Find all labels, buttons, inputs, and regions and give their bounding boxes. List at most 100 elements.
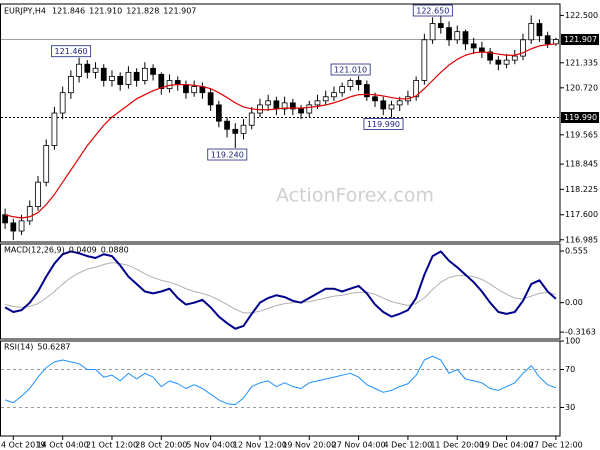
candle-body [363,84,370,98]
candle-body [520,39,526,57]
candle-body [92,67,99,73]
candle-body [248,112,255,126]
readout: 121.907 [163,7,196,16]
candle-body [18,220,25,232]
y-tick-label: 100 [565,337,580,346]
y-tick-label: 0.00 [565,298,583,307]
candle-body [544,35,551,45]
x-tick-label: 5 Nov 04:00 [186,441,235,450]
candle-body [495,59,502,65]
panel-frame [0,340,561,437]
annotation-label: 121.010 [334,66,367,75]
candle-body [273,100,280,110]
candle-body [487,51,493,61]
candle-body [322,96,329,102]
candle-body [191,86,198,94]
candle-body [133,71,140,81]
candle-body [183,84,189,94]
candle-body [43,145,50,183]
y-tick-label: 122.500 [565,11,598,20]
readout: 121.910 [89,7,122,16]
chart-title: EURJPY,H4 [4,7,46,16]
readout: 121.828 [126,7,159,16]
moving-average [4,43,556,219]
readout: 0.0409 [69,246,97,255]
candle-body [421,39,428,81]
x-tick-label: 14 Oct 04:00 [37,441,89,450]
readout: 121.846 [52,7,85,16]
candle-body [109,76,115,81]
y-tick-label: 120.720 [565,83,598,92]
candle-body [166,80,173,90]
x-tick-label: 4 Oct 2019 [1,441,45,450]
price-box [561,34,599,46]
candle-body [232,128,239,134]
x-tick-label: 11 Dec 20:00 [430,441,484,450]
price-box [561,112,599,124]
candle-body [26,206,33,222]
indicator-title: MACD(12,26,9) [4,246,65,255]
y-tick-label: 119.565 [565,130,598,139]
candle-body [240,124,247,134]
candle-body [281,102,288,110]
annotation-label: 119.990 [367,120,400,129]
candle-body [207,92,214,106]
price-box-label: 121.907 [564,35,597,44]
candle-body [150,67,156,75]
y-tick-label: 70 [565,365,575,374]
candle-body [396,100,403,106]
candle-body [380,100,387,110]
y-tick-label: -0.3163 [565,328,596,337]
candle-body [59,92,66,114]
candle-body [437,23,444,28]
candle-body [125,71,132,85]
x-tick-label: 21 Oct 12:00 [86,441,138,450]
indicator-title: RSI(14) [4,343,33,352]
candle-body [257,104,263,114]
candle-body [306,104,313,114]
candle-body [388,104,395,110]
candle-body [511,55,518,61]
x-tick-label: 4 Dec 12:00 [384,441,433,450]
candle-body [174,80,181,85]
candle-body [462,31,469,45]
x-tick-label: 12 Nov 12:00 [233,441,287,450]
candle-body [528,23,535,41]
candle-body [413,80,420,98]
candle-body [158,73,165,90]
candle-body [331,92,337,98]
indicator-line [4,355,557,406]
annotation-box [363,118,404,130]
candle-body [479,47,485,53]
candle-body [224,120,230,130]
readout: 50.6287 [37,343,70,352]
candle-body [68,76,74,94]
candle-body [347,80,354,87]
candle-body [51,112,58,146]
candle-body [339,86,346,94]
candle-body [84,63,91,73]
y-tick-label: 117.600 [565,210,598,219]
panel-frame [0,3,561,243]
price-box-label: 119.990 [564,113,597,122]
candle-body [503,59,510,65]
annotation-label: 122.650 [416,7,449,16]
candle-body [314,100,321,106]
candle-body [446,27,452,41]
y-tick-label: 118.845 [565,160,598,169]
y-tick-label: 121.335 [565,58,598,67]
candle-body [215,104,222,122]
candle-body [470,43,477,49]
panel-frame [0,243,561,340]
y-tick-label: 116.985 [565,235,598,244]
candle-body [429,23,436,41]
candle-body [117,76,124,85]
x-tick-label: 19 Dec 04:00 [480,441,534,450]
candle-body [298,108,304,114]
annotation-label: 121.460 [55,47,88,56]
candle-body [10,222,17,232]
watermark: ActionForex.com [276,185,434,207]
candle-body [76,63,82,77]
